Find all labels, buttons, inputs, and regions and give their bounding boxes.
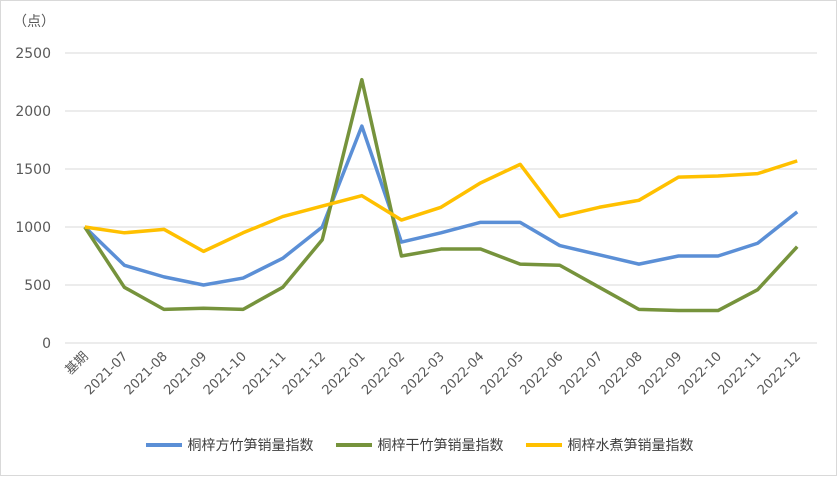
legend: 桐梓方竹笋销量指数 桐梓干竹笋销量指数 桐梓水煮笋销量指数 (1, 435, 837, 455)
series-line (85, 80, 797, 311)
y-tick-label: 1000 (15, 220, 51, 236)
x-tick-label: 基期 (63, 349, 92, 378)
x-tick-label: 2022-12 (755, 349, 804, 398)
y-tick-label: 2000 (15, 104, 51, 120)
legend-swatch (146, 443, 182, 447)
legend-swatch (526, 443, 562, 447)
legend-swatch (336, 443, 372, 447)
legend-item: 桐梓干竹笋销量指数 (336, 435, 504, 455)
y-tick-label: 1500 (15, 162, 51, 178)
series-line (85, 161, 797, 251)
y-tick-label: 0 (42, 336, 51, 352)
y-tick-label: 2500 (15, 46, 51, 62)
legend-label: 桐梓干竹笋销量指数 (378, 435, 504, 455)
legend-item: 桐梓方竹笋销量指数 (146, 435, 314, 455)
legend-item: 桐梓水煮笋销量指数 (526, 435, 694, 455)
y-tick-label: 500 (24, 278, 51, 294)
legend-label: 桐梓水煮笋销量指数 (568, 435, 694, 455)
legend-label: 桐梓方竹笋销量指数 (188, 435, 314, 455)
